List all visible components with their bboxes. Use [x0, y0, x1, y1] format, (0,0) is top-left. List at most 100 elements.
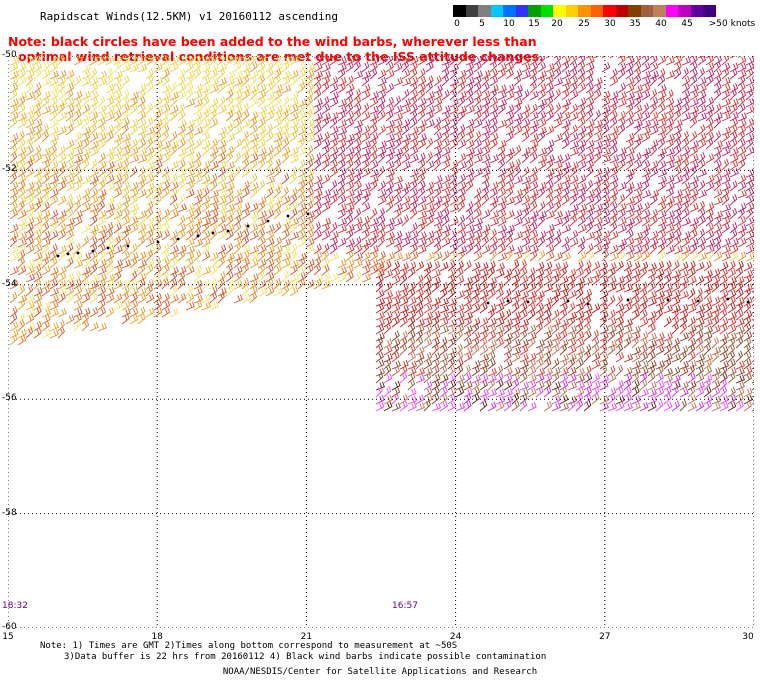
wind-barb — [655, 332, 665, 342]
wind-barb — [681, 56, 685, 59]
wind-barb — [321, 153, 331, 164]
wind-barb — [431, 281, 440, 293]
wind-barb — [169, 277, 178, 290]
wind-barb — [289, 264, 298, 276]
wind-barb — [537, 230, 547, 241]
wind-barb — [519, 381, 529, 391]
wind-barb — [745, 252, 754, 262]
wind-barb — [161, 166, 170, 178]
wind-barb — [553, 194, 563, 206]
wind-barb — [729, 56, 736, 59]
wind-barb — [209, 84, 219, 94]
wind-barb — [225, 285, 234, 297]
wind-barb — [9, 194, 18, 206]
wind-barb — [737, 95, 746, 108]
wind-barb — [383, 290, 393, 300]
wind-barb — [393, 105, 403, 115]
wind-barb — [543, 379, 552, 391]
wind-barb — [735, 260, 744, 272]
wind-barb — [745, 146, 754, 157]
wind-barb — [439, 311, 449, 321]
wind-barb — [113, 187, 123, 199]
wind-barb — [663, 401, 673, 412]
wind-barb — [537, 235, 546, 248]
wind-barb — [121, 103, 130, 115]
wind-barb — [81, 63, 92, 73]
wind-barb — [465, 152, 474, 164]
wind-barb — [463, 303, 473, 314]
wind-barb — [153, 215, 162, 227]
wind-barb — [337, 203, 347, 213]
wind-barb — [345, 258, 355, 269]
wind-barb — [329, 166, 339, 178]
wind-barb — [657, 229, 667, 241]
wind-barb — [721, 105, 731, 115]
wind-barb — [497, 144, 506, 157]
wind-barb — [407, 360, 417, 370]
wind-barb — [353, 193, 362, 206]
wind-barb — [281, 203, 291, 213]
wind-barb — [97, 258, 107, 269]
wind-barb — [241, 56, 251, 66]
wind-barb — [489, 154, 499, 164]
wind-barb — [9, 181, 19, 192]
wind-barb — [153, 140, 163, 150]
wind-barb — [703, 275, 713, 286]
wind-barb — [425, 61, 434, 73]
wind-barb — [441, 237, 451, 248]
wind-barb — [281, 109, 289, 122]
wind-barb — [601, 208, 611, 220]
wind-barb — [217, 230, 227, 241]
wind-barb — [447, 297, 457, 307]
wind-barb — [519, 324, 529, 335]
wind-barb — [265, 272, 275, 283]
wind-barb — [401, 89, 410, 101]
wind-barb — [33, 286, 43, 297]
wind-barb — [497, 180, 506, 192]
wind-barb — [441, 74, 450, 87]
wind-barb — [353, 138, 362, 150]
wind-barb — [225, 151, 234, 164]
wind-barb — [625, 91, 635, 101]
wind-barb — [305, 126, 315, 136]
wind-barb — [161, 96, 170, 108]
wind-barb — [673, 154, 683, 164]
wind-barb — [569, 90, 579, 101]
wind-barb — [169, 202, 179, 213]
wind-barb — [569, 82, 578, 94]
wind-barb — [177, 147, 188, 157]
wind-barb — [145, 279, 155, 290]
wind-barb — [289, 278, 298, 290]
wind-barb — [265, 91, 275, 101]
wind-barb — [121, 75, 130, 87]
wind-barb — [703, 365, 713, 377]
wind-barb — [655, 360, 665, 370]
wind-barb — [369, 152, 378, 164]
wind-barb — [567, 325, 577, 335]
wind-barb — [433, 200, 441, 213]
wind-barb — [385, 82, 395, 94]
wind-barb — [305, 158, 314, 171]
wind-barb — [641, 243, 650, 255]
wind-barb — [729, 238, 739, 248]
wind-barb — [623, 373, 633, 384]
wind-barb — [345, 159, 354, 171]
wind-barb — [503, 308, 512, 321]
wind-barb — [561, 187, 570, 199]
wind-barb — [9, 306, 18, 318]
wind-barb — [25, 137, 34, 150]
wind-barb — [407, 304, 417, 314]
wind-barb — [297, 277, 306, 290]
wind-barb — [593, 208, 602, 220]
wind-barb — [481, 119, 491, 129]
wind-barb — [665, 200, 673, 213]
wind-barb — [615, 379, 624, 391]
wind-barb — [105, 91, 115, 101]
wind-barb — [185, 160, 195, 171]
wind-barb — [735, 367, 745, 377]
wind-barb — [569, 61, 578, 73]
wind-barb — [513, 102, 522, 115]
wind-barb — [543, 325, 553, 335]
wind-barb — [671, 308, 679, 321]
wind-barb — [217, 96, 226, 108]
